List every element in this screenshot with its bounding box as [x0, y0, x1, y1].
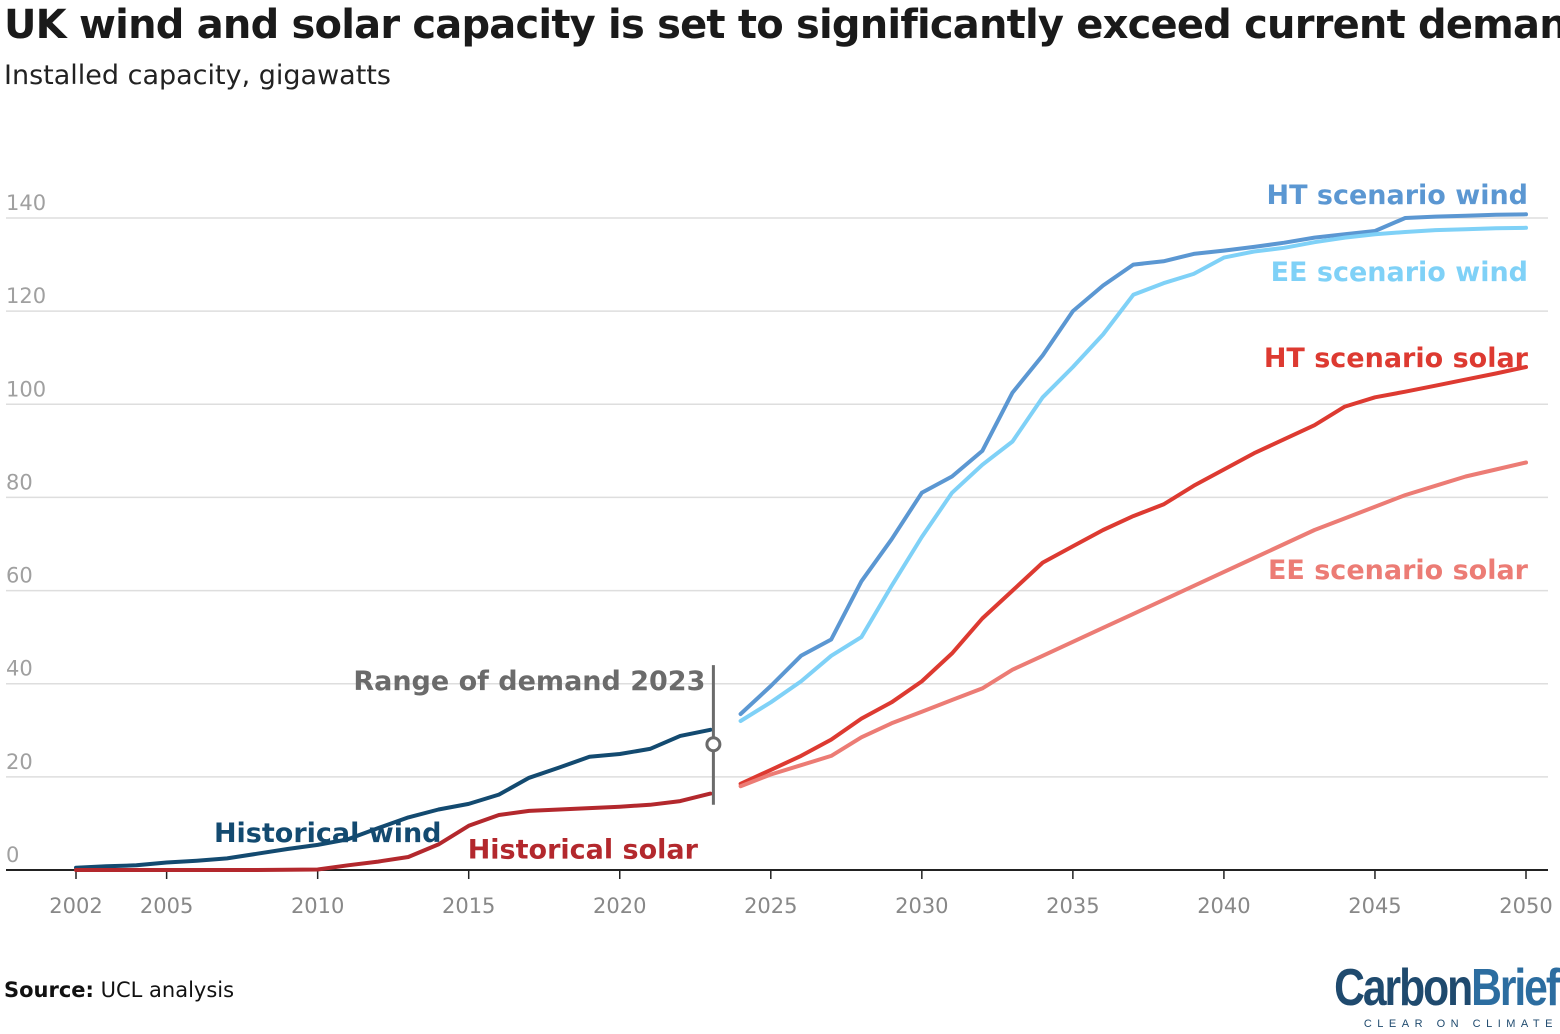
y-tick-label: 80 [6, 470, 33, 494]
source-note: Source: UCL analysis [4, 978, 234, 1002]
x-tick-label: 2030 [895, 894, 948, 918]
ee-scenario-solar-label: EE scenario solar [1268, 555, 1529, 586]
x-tick-label: 2025 [744, 894, 797, 918]
x-tick-label: 2015 [442, 894, 495, 918]
historical-solar-line [74, 791, 713, 872]
x-tick-label: 2002 [49, 894, 102, 918]
historical-wind-label: Historical wind [214, 818, 442, 849]
series-lines [74, 212, 1528, 872]
y-tick-label: 20 [6, 750, 33, 774]
demand-range-label: Range of demand 2023 [353, 666, 705, 697]
ht-scenario-solar-label: HT scenario solar [1264, 343, 1529, 374]
ht-scenario-solar-line [738, 365, 1528, 786]
x-axis: 2002 2005 2010 2015 2020 2025 2030 2035 2040 2045… [6, 869, 1553, 918]
chart-subtitle: Installed capacity, gigawatts [4, 60, 391, 91]
x-tick-label: 2045 [1348, 894, 1401, 918]
x-tick-label: 2050 [1499, 894, 1552, 918]
y-tick-label: 0 [6, 843, 19, 867]
historical-solar-label: Historical solar [468, 834, 699, 865]
historical-wind-line [74, 727, 713, 870]
logo-word-carbon: Carbon [1334, 959, 1473, 1017]
carbonbrief-logo: CarbonBrief CLEAR ON CLIMATE [1285, 959, 1560, 1030]
y-tick-label: 140 [6, 191, 46, 215]
x-tick-label: 2005 [140, 894, 193, 918]
demand-range: Range of demand 2023 [353, 665, 722, 805]
source-label: Source: [4, 978, 94, 1002]
y-tick-label: 120 [6, 284, 46, 308]
ht-scenario-wind-line [738, 212, 1528, 716]
ee-scenario-solar-line [738, 460, 1528, 789]
logo-tagline: CLEAR ON CLIMATE [1363, 1018, 1558, 1030]
logo-word-brief: Brief [1471, 959, 1560, 1017]
source-text: UCL analysis [100, 978, 235, 1002]
ee-scenario-wind-line [738, 225, 1528, 723]
y-tick-label: 40 [6, 657, 33, 681]
x-tick-label: 2035 [1046, 894, 1099, 918]
x-tick-label: 2040 [1197, 894, 1250, 918]
demand-marker [705, 736, 722, 753]
x-tick-label: 2010 [291, 894, 344, 918]
logo-wordmark: CarbonBrief [1334, 959, 1560, 1017]
y-tick-label: 60 [6, 564, 33, 588]
series-labels: Historical wind Historical solar HT scenar… [214, 180, 1529, 865]
ee-scenario-wind-label: EE scenario wind [1271, 257, 1528, 288]
x-tick-label: 2020 [593, 894, 646, 918]
grid-lines [6, 217, 1548, 778]
y-tick-label: 100 [6, 377, 46, 401]
ht-scenario-wind-label: HT scenario wind [1266, 180, 1528, 211]
chart-title: UK wind and solar capacity is set to sig… [4, 2, 1560, 48]
y-axis-ticks: 0 20 40 60 80 100 120 140 [6, 191, 46, 867]
